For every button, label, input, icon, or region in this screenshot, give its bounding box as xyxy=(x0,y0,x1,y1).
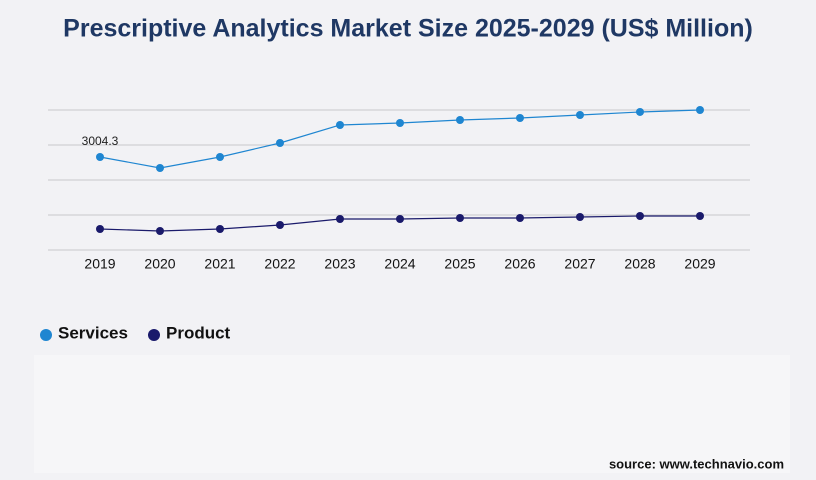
data-point xyxy=(156,163,164,172)
data-point xyxy=(636,212,644,221)
legend-label: Product xyxy=(166,323,231,342)
legend-marker xyxy=(40,329,52,341)
data-point xyxy=(576,212,584,221)
data-label: 3004.3 xyxy=(82,134,119,148)
data-point xyxy=(276,220,284,229)
data-point xyxy=(696,106,704,114)
x-tick-label: 2022 xyxy=(264,256,295,272)
x-tick-label: 2020 xyxy=(144,256,175,272)
panel xyxy=(34,355,790,473)
x-tick-label: 2028 xyxy=(624,256,655,272)
x-tick-label: 2029 xyxy=(684,256,715,272)
data-point xyxy=(216,225,224,234)
x-tick-label: 2023 xyxy=(324,256,355,272)
source: source: www.technavio.com xyxy=(609,456,784,471)
data-point xyxy=(456,116,464,124)
data-point xyxy=(96,152,104,161)
x-tick-label: 2021 xyxy=(204,256,235,272)
data-point xyxy=(576,110,584,119)
data-point xyxy=(396,215,404,224)
data-point xyxy=(336,120,344,129)
data-point xyxy=(516,113,524,122)
x-tick-label: 2026 xyxy=(504,256,535,272)
data-point xyxy=(96,225,104,234)
data-point xyxy=(696,212,704,221)
data-point xyxy=(276,139,284,148)
data-point xyxy=(456,213,464,222)
legend-label: Services xyxy=(58,323,128,342)
x-tick-label: 2019 xyxy=(84,256,115,272)
data-point xyxy=(636,107,644,116)
x-tick-label: 2025 xyxy=(444,256,475,272)
data-point xyxy=(336,215,344,224)
chart-title: Prescriptive Analytics Market Size 2025-… xyxy=(63,15,753,43)
x-tick-label: 2027 xyxy=(564,256,595,272)
x-tick-label: 2024 xyxy=(384,256,415,272)
data-point xyxy=(156,226,164,235)
data-point xyxy=(216,152,224,161)
data-point xyxy=(396,119,404,128)
data-point xyxy=(516,213,524,222)
legend-marker xyxy=(148,329,160,341)
